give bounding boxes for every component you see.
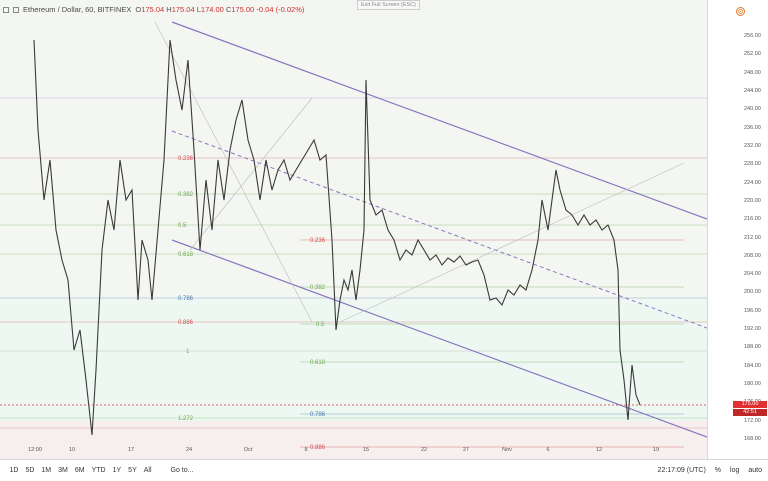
fib-zone-bottom (0, 421, 707, 459)
time-tick: Nov (502, 447, 512, 453)
bottom-toolbar: 1D 5D 1M 3M 6M YTD 1Y 5Y All Go to... 22:17:09 (… (0, 459, 768, 481)
fib-left-label: 0.236 (178, 156, 194, 162)
channel-mid (171, 130, 707, 329)
time-tick: 8 (304, 447, 308, 453)
timeframe-button[interactable]: 3M (58, 467, 68, 474)
price-tick: 188.00 (744, 344, 761, 351)
right-tools: 22:17:09 (UTC) % log auto (658, 460, 762, 481)
price-tick: 252.00 (744, 51, 761, 58)
open-label: O (135, 5, 142, 14)
price-tick: 204.00 (744, 271, 761, 278)
price-tick: 212.00 (744, 234, 761, 241)
price-tick: 224.00 (744, 179, 761, 186)
price-tick: 228.00 (744, 161, 761, 168)
symbol-title: Ethereum / Dollar, 60, BITFINEX (23, 5, 132, 14)
price-tick: 208.00 (744, 252, 761, 259)
fib-mid-label: 0.618 (310, 360, 326, 366)
close-label: C (225, 5, 232, 14)
timeframe-button[interactable]: 5Y (128, 467, 137, 474)
fib-left-label: 0.618 (178, 252, 194, 258)
fib-mid-label: 0.5 (316, 322, 325, 328)
time-tick: 10 (68, 447, 76, 453)
hide-icon[interactable] (13, 6, 19, 13)
timeframe-button[interactable]: 1D (9, 467, 19, 474)
timeframe-button[interactable]: All (143, 467, 152, 474)
exit-fullscreen-button[interactable]: Exit Full Screen (ESC) (357, 0, 421, 10)
fib-left-label: 1.272 (178, 416, 194, 422)
change-value: -0.04 (-0.02%) (256, 5, 305, 14)
fib-left-label: 0.886 (178, 320, 194, 326)
time-tick: 6 (546, 447, 550, 453)
fib-left-label: 1 (186, 349, 190, 355)
chart-header: Ethereum / Dollar, 60, BITFINEX O175.04 … (3, 5, 304, 14)
fib-mid-label: 0.236 (310, 238, 326, 244)
channel-upper (171, 21, 707, 220)
fib-mid-label: 0.886 (310, 445, 326, 451)
timeframe-button[interactable]: 5D (25, 467, 35, 474)
timeframe-buttons: 1D 5D 1M 3M 6M YTD 1Y 5Y All (6, 467, 155, 474)
price-tick: 192.00 (744, 326, 761, 333)
goto-button[interactable]: Go to... (170, 467, 194, 474)
time-tick: 17 (127, 447, 135, 453)
time-axis[interactable]: 12:00 10 17 24 Oct 8 15 22 27 Nov 6 12 19 (0, 446, 707, 459)
open-value: 175.04 (141, 5, 165, 14)
price-tick: 256.00 (744, 33, 761, 39)
countdown-tag: 42:51 (733, 409, 767, 416)
time-tick: Oct (243, 447, 253, 453)
high-label: H (166, 5, 172, 14)
timeframe-button[interactable]: YTD (91, 467, 106, 474)
price-tick: 232.00 (744, 142, 761, 149)
price-trace (33, 39, 641, 436)
price-chart[interactable]: 0.236 0.382 0.5 0.618 0.786 0.886 1 1.272 0.236 0… (0, 0, 707, 459)
price-tick: 236.00 (744, 124, 761, 131)
price-tick: 248.00 (744, 69, 761, 76)
timeframe-button[interactable]: 6M (74, 467, 85, 474)
fib-zone-lower (0, 299, 707, 421)
high-value: 175.04 (171, 5, 195, 14)
fib-mid-label: 0.382 (310, 285, 326, 291)
fib-left-label: 0.786 (178, 296, 194, 302)
ohlc-values: O175.04 H175.04 L174.00 C175.00 -0.04 (-… (135, 5, 304, 14)
time-tick: 12 (595, 447, 603, 453)
collapse-icon[interactable] (3, 6, 9, 13)
price-axis[interactable]: 256.00 252.00 248.00 244.00 240.00 236.00 232.… (707, 0, 768, 459)
chart-area[interactable]: 0.236 0.382 0.5 0.618 0.786 0.886 1 1.272 0.236 0… (0, 0, 707, 459)
price-tick: 184.00 (744, 362, 761, 369)
channel-lower (171, 239, 707, 438)
time-tick: 27 (462, 447, 470, 453)
time-tick: 19 (652, 447, 660, 453)
price-tick: 220.00 (744, 197, 761, 204)
price-tick: 180.00 (744, 381, 761, 388)
price-tick: 196.00 (744, 307, 761, 314)
time-tick: 24 (185, 447, 193, 453)
clock: 22:17:09 (UTC) (657, 467, 706, 474)
close-value: 175.00 (231, 5, 255, 14)
price-tick: 244.00 (744, 87, 761, 94)
current-price-tag: 175.00 (733, 401, 767, 408)
fib-left-label: 0.382 (178, 192, 194, 198)
fib-left-label: 0.5 (178, 223, 187, 229)
fib-diagonal-3 (189, 97, 313, 251)
price-tick: 200.00 (744, 289, 761, 296)
time-tick: 22 (420, 447, 428, 453)
low-value: 174.00 (200, 5, 224, 14)
price-tick: 168.00 (744, 436, 761, 442)
timeframe-button[interactable]: 1Y (112, 467, 122, 474)
log-toggle[interactable]: log (730, 467, 740, 474)
percent-toggle[interactable]: % (714, 467, 722, 474)
settings-icon[interactable]: ⚙ (736, 7, 745, 16)
auto-toggle[interactable]: auto (748, 467, 762, 474)
price-tick: 216.00 (744, 216, 761, 223)
price-tick: 240.00 (744, 106, 761, 113)
time-tick: 12:00 (28, 447, 42, 453)
low-label: L (196, 5, 201, 14)
fib-mid-label: 0.786 (310, 412, 326, 418)
time-tick: 15 (362, 447, 370, 453)
timeframe-button[interactable]: 1M (41, 467, 52, 474)
fib-diagonal-2 (339, 162, 685, 323)
fib-diagonal-1 (154, 21, 313, 323)
price-tick: 172.00 (744, 417, 761, 424)
